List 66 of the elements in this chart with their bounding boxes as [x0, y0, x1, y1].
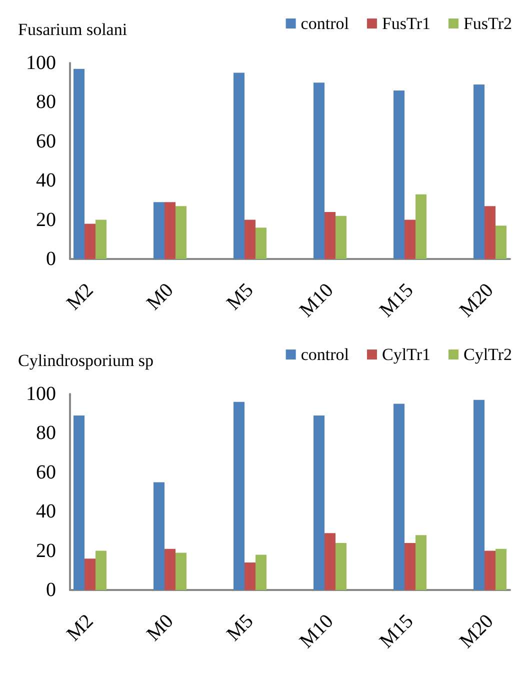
chart-title: Cylindrosporium sp — [18, 351, 154, 370]
bar — [234, 72, 244, 259]
y-tick-label: 100 — [26, 383, 56, 405]
y-tick-label: 60 — [36, 461, 56, 484]
x-tick-label: M2 — [62, 610, 98, 646]
bar — [404, 542, 416, 590]
bar — [74, 416, 84, 590]
bar — [176, 206, 186, 259]
bar — [404, 220, 416, 259]
legend-label: CylTr2 — [463, 345, 512, 364]
bar — [154, 202, 164, 259]
y-tick-label: 0 — [46, 579, 56, 601]
y-tick-label: 80 — [36, 422, 56, 444]
bar — [496, 548, 506, 590]
bar — [164, 548, 176, 590]
bar — [336, 542, 346, 590]
bar — [474, 84, 484, 259]
bar — [394, 90, 404, 259]
bar — [416, 194, 426, 259]
x-tick-label: M5 — [222, 610, 258, 646]
bar — [84, 558, 96, 590]
bar — [96, 550, 106, 590]
bar — [324, 533, 336, 590]
x-tick-label: M20 — [456, 279, 498, 322]
bar — [496, 226, 506, 259]
bar — [484, 550, 496, 590]
x-tick-label: M2 — [62, 279, 98, 314]
bar — [154, 482, 164, 590]
x-tick-label: M5 — [222, 279, 258, 314]
legend-label: control — [300, 345, 350, 364]
bar — [314, 82, 324, 259]
x-tick-label: M20 — [456, 610, 498, 652]
bar — [256, 554, 266, 590]
bar — [256, 228, 266, 259]
y-tick-label: 20 — [36, 540, 56, 562]
x-tick-label: M10 — [296, 279, 338, 322]
bar — [324, 212, 336, 259]
y-tick-label: 60 — [36, 130, 56, 152]
bar — [96, 220, 106, 259]
y-tick-label: 40 — [36, 170, 56, 192]
bar — [234, 402, 244, 590]
x-tick-label: M0 — [142, 610, 178, 646]
y-tick-label: 100 — [26, 52, 56, 74]
x-tick-label: M10 — [296, 610, 338, 652]
bar — [164, 202, 176, 259]
legend-label: control — [300, 14, 350, 33]
bar — [416, 535, 426, 590]
y-tick-label: 80 — [36, 91, 56, 114]
bar — [474, 400, 484, 590]
bar — [314, 416, 324, 590]
x-tick-label: M0 — [142, 279, 178, 314]
y-tick-label: 40 — [36, 500, 56, 523]
bar — [244, 220, 256, 259]
bar — [336, 216, 346, 259]
legend-label: FusTr2 — [463, 14, 512, 33]
legend-label: FusTr1 — [382, 14, 430, 33]
bar — [176, 552, 186, 590]
bar — [84, 224, 96, 259]
bar — [394, 404, 404, 590]
bar — [244, 562, 256, 590]
chart-title: Fusarium solani — [18, 20, 128, 39]
legend-label: CylTr1 — [382, 345, 430, 364]
y-tick-label: 0 — [46, 248, 56, 270]
bar — [484, 206, 496, 259]
y-tick-label: 20 — [36, 208, 56, 231]
bar — [74, 68, 84, 259]
